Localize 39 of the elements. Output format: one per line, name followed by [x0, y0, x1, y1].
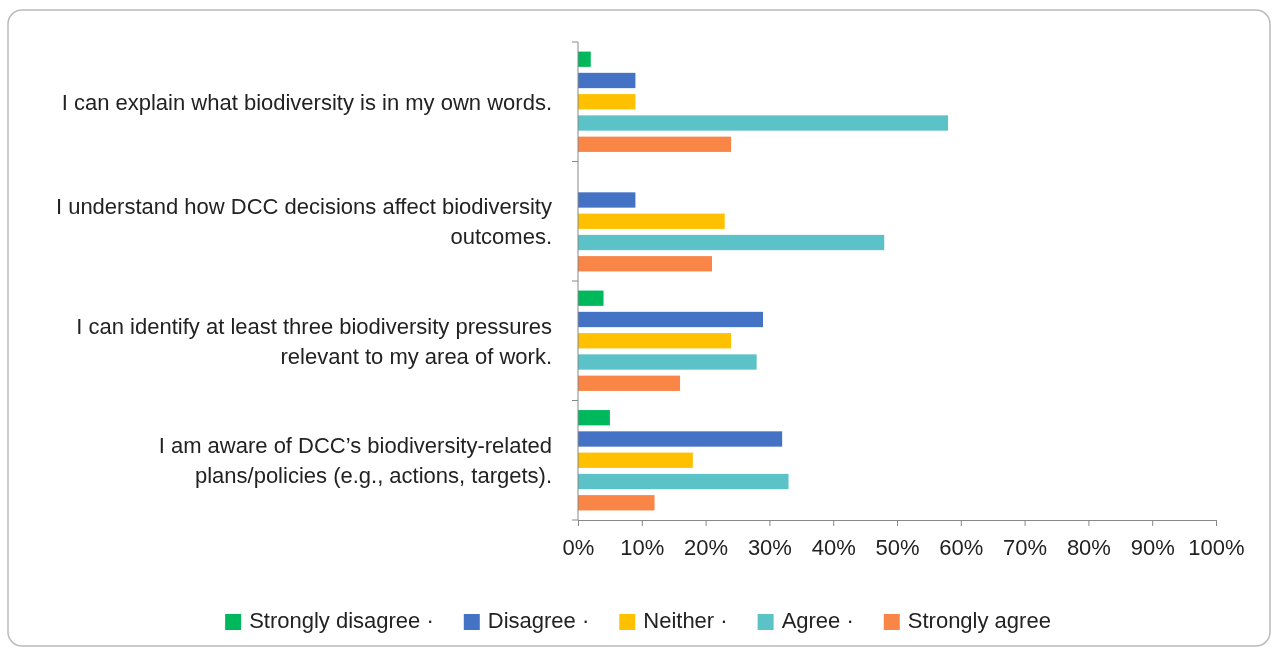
x-tick-label: 10%	[620, 535, 665, 561]
bar	[578, 290, 604, 306]
bar	[578, 234, 885, 251]
bar	[578, 51, 591, 67]
bar	[578, 375, 681, 391]
bar	[578, 94, 636, 110]
bar	[578, 115, 949, 131]
legend-label: Strongly disagree ·	[249, 608, 434, 633]
legend-label: Disagree ·	[487, 608, 590, 633]
x-tick-label: 80%	[1066, 535, 1111, 561]
y-tick-label: I am aware of DCC’s biodiversity-related plans/policies (e.g., actions, targets).	[158, 433, 552, 489]
x-tick-label: 70%	[1003, 535, 1048, 561]
x-tick-label: 90%	[1130, 535, 1175, 561]
bar	[578, 452, 693, 468]
x-tick-label: 0%	[562, 535, 595, 561]
x-tick-label: 100%	[1188, 535, 1245, 561]
y-tick-label: I can explain what biodiversity is in my own words.	[61, 89, 552, 115]
x-tick-label: 60%	[939, 535, 984, 561]
bar	[578, 192, 636, 208]
bar	[578, 431, 783, 447]
x-tick-label: 40%	[811, 535, 856, 561]
bar	[578, 410, 610, 426]
bar	[578, 354, 757, 370]
x-tick-label: 30%	[747, 535, 792, 561]
legend-label: Neither ·	[643, 608, 728, 633]
bar	[578, 213, 725, 229]
y-tick-label: I understand how DCC decisions affect biodiversity outcomes.	[55, 194, 552, 250]
bar	[578, 333, 732, 349]
legend-label: Strongly agree	[907, 608, 1051, 633]
x-tick-label: 50%	[875, 535, 920, 561]
bar	[578, 473, 789, 490]
bar	[578, 311, 764, 328]
bar	[578, 495, 655, 511]
bar	[578, 136, 732, 152]
x-tick-label: 20%	[684, 535, 729, 561]
y-tick-label: I can identify at least three biodiversity pressures relevant to my area of work.	[76, 313, 552, 369]
bar	[578, 72, 636, 89]
legend-label: Agree ·	[781, 608, 854, 633]
bar	[578, 256, 712, 272]
